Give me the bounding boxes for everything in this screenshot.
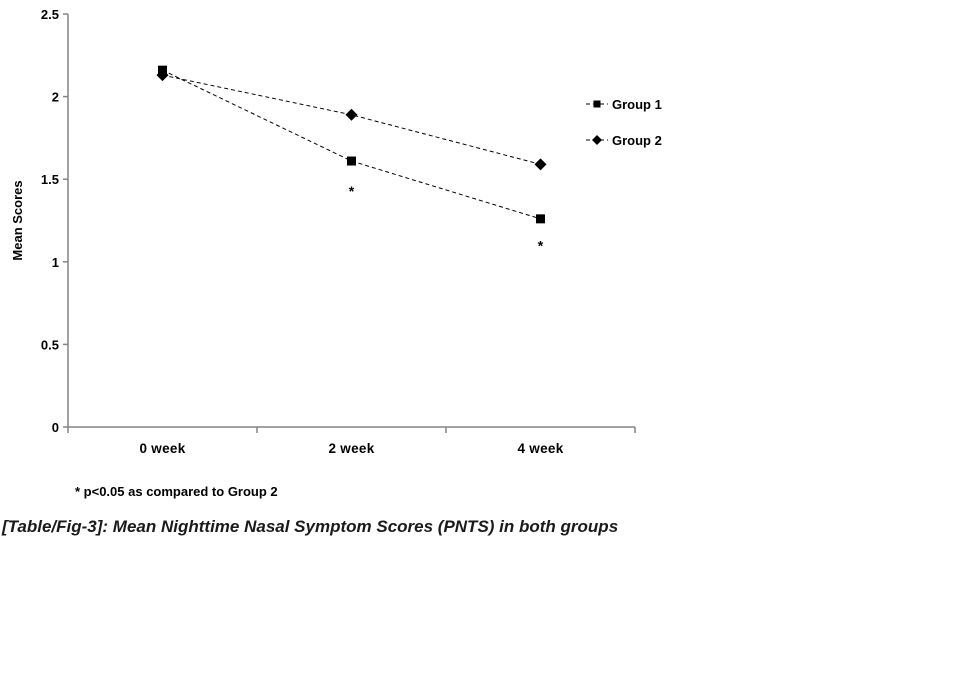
significance-footnote: * p<0.05 as compared to Group 2	[75, 484, 278, 499]
diamond-marker-group-2	[156, 69, 169, 82]
legend-entry-group-1: Group 1	[586, 97, 662, 112]
chart-annotations: **	[349, 183, 544, 254]
y-tick-label: 0	[52, 420, 59, 435]
diamond-marker-group-2	[534, 158, 547, 171]
y-tick-label: 0.5	[41, 337, 59, 352]
chart-axes: 0 0.5 1 1.5 2 2.5 0 week 2 week 4 week Mean Score…	[10, 7, 636, 456]
x-tick-label: 4 week	[517, 441, 563, 456]
figure-caption: [Table/Fig-3]: Mean Nighttime Nasal Symp…	[2, 517, 619, 536]
x-tick-label: 2 week	[328, 441, 374, 456]
y-tick-label: 1	[52, 255, 59, 270]
legend-entry-group-2: Group 2	[586, 133, 662, 148]
square-marker-group-1	[347, 156, 356, 166]
diamond-marker-group-2	[345, 108, 358, 121]
legend-label: Group 1	[612, 97, 662, 112]
chart-legend: Group 1 Group 2	[586, 97, 662, 148]
series-line-group-2	[162, 74, 541, 165]
significance-asterisk: *	[538, 237, 544, 253]
significance-asterisk: *	[349, 183, 355, 199]
legend-diamond-icon	[592, 135, 602, 145]
y-tick-label: 1.5	[41, 172, 59, 187]
y-tick-label: 2.5	[41, 7, 59, 22]
square-marker-group-1	[536, 214, 545, 224]
y-axis-title: Mean Scores	[10, 180, 25, 260]
legend-label: Group 2	[612, 133, 662, 148]
legend-square-icon	[593, 100, 601, 108]
x-tick-label: 0 week	[139, 441, 185, 456]
chart-series	[156, 65, 547, 224]
line-chart: 0 0.5 1 1.5 2 2.5 0 week 2 week 4 week Mean Score…	[10, 7, 662, 456]
y-tick-label: 2	[52, 90, 59, 105]
